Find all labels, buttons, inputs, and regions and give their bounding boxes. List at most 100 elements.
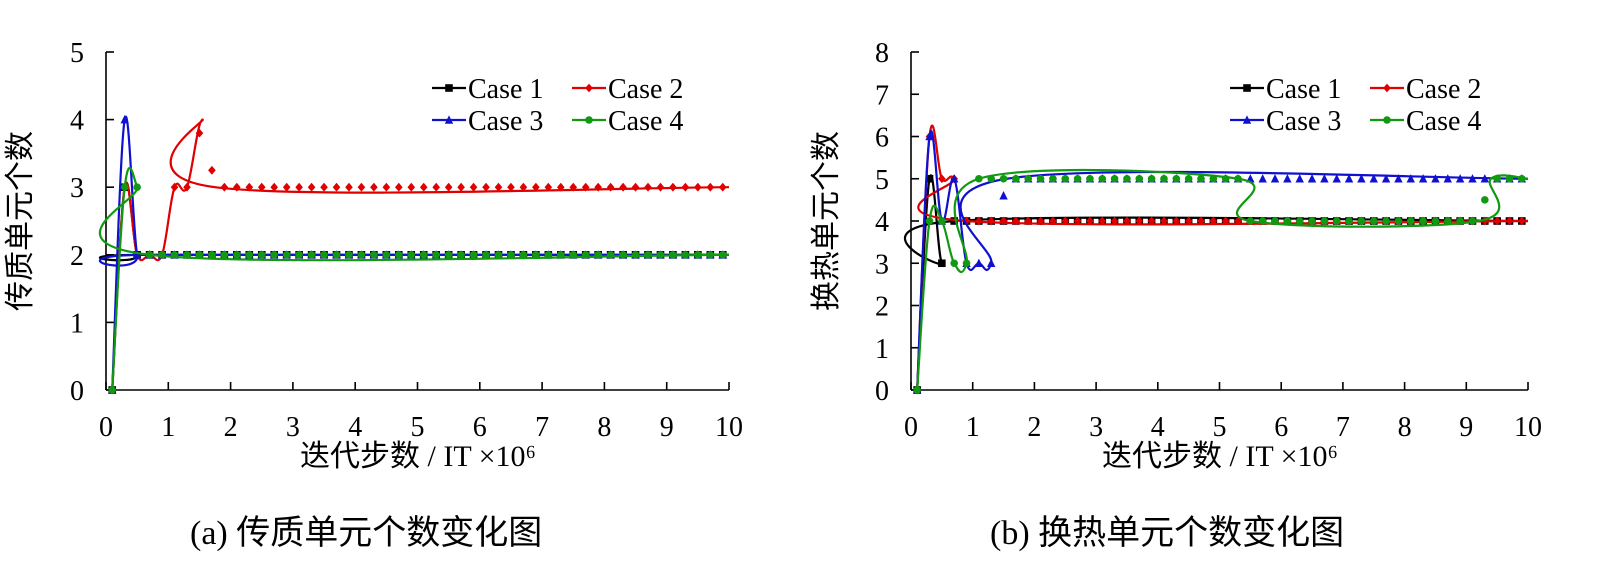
y-tick-label: 8	[875, 38, 889, 69]
x-tick-label: 7	[1336, 412, 1350, 443]
data-point	[544, 251, 553, 259]
data-point	[544, 182, 553, 192]
data-point	[257, 251, 266, 259]
y-tick-label: 6	[875, 123, 889, 154]
data-point	[1049, 216, 1057, 226]
data-point	[1419, 217, 1427, 225]
data-point	[1036, 174, 1045, 183]
legend-swatch-marker	[1383, 83, 1391, 93]
x-tick-label: 3	[286, 412, 300, 443]
data-point	[382, 251, 391, 259]
data-point	[644, 182, 652, 192]
data-point	[233, 251, 241, 259]
data-point	[532, 182, 540, 192]
data-point	[1258, 217, 1267, 225]
x-tick-label: 8	[1398, 412, 1412, 443]
data-point	[1505, 174, 1514, 183]
data-point	[507, 251, 515, 259]
data-point	[619, 251, 627, 259]
y-tick-label: 0	[875, 376, 889, 407]
data-point	[1110, 174, 1119, 183]
legend-label: Case 4	[608, 106, 683, 137]
legend-item: Case 2	[1370, 74, 1481, 105]
data-point	[999, 191, 1008, 200]
data-point	[950, 217, 958, 225]
data-point	[295, 251, 303, 259]
data-point	[1197, 174, 1205, 183]
data-point	[681, 251, 690, 259]
data-point	[1295, 217, 1304, 225]
x-axis-title: 迭代步数 / IT ×10⁶	[300, 440, 536, 473]
data-point	[1160, 174, 1168, 183]
data-point	[1320, 217, 1329, 225]
data-point	[1345, 217, 1353, 225]
x-tick-label: 1	[966, 412, 980, 443]
data-point	[120, 183, 129, 191]
legend-label: Case 2	[1406, 74, 1481, 105]
data-point	[1418, 174, 1428, 183]
data-point	[962, 259, 971, 268]
data-point	[1307, 174, 1317, 183]
data-point	[1098, 174, 1107, 183]
data-point	[631, 182, 640, 192]
x-tick-label: 0	[904, 412, 918, 443]
data-point	[419, 182, 428, 192]
data-point	[594, 251, 602, 259]
chart-a: 0 1 2 3 4 5 0 1 2 3 4 5 6 7 8 9 10 迭代步数 / IT ×10⁶ 传质单元个数 Ca…	[4, 38, 743, 473]
data-point	[519, 182, 528, 192]
data-point	[1234, 174, 1242, 183]
data-point	[556, 251, 565, 259]
data-point	[444, 182, 453, 192]
data-point	[1098, 216, 1107, 226]
data-point	[1172, 216, 1181, 226]
legend-item: Case 4	[1370, 106, 1481, 137]
data-point	[332, 251, 341, 259]
data-point	[195, 128, 204, 138]
y-tick-label: 5	[70, 38, 84, 69]
data-point	[706, 251, 715, 259]
series-line	[916, 168, 1529, 391]
data-point	[1012, 174, 1020, 183]
data-point	[494, 251, 503, 259]
data-point	[1518, 174, 1526, 183]
data-point	[1270, 174, 1280, 183]
data-point	[220, 182, 229, 192]
data-point	[1258, 174, 1267, 183]
legend-swatch-marker	[1243, 84, 1251, 92]
data-point	[962, 216, 971, 226]
data-point	[419, 251, 428, 259]
data-point	[1061, 216, 1070, 226]
data-point	[519, 251, 528, 259]
data-point	[1197, 216, 1205, 226]
x-tick-label: 2	[1027, 412, 1041, 443]
series-case-4	[98, 167, 730, 394]
data-point	[631, 251, 640, 259]
data-point	[681, 182, 690, 192]
data-point	[1209, 216, 1218, 226]
y-tick-label: 3	[70, 173, 84, 204]
data-point	[987, 216, 996, 226]
data-point	[938, 259, 946, 268]
data-point	[1123, 174, 1131, 183]
data-point	[257, 182, 266, 192]
legend-item: Case 1	[1230, 74, 1341, 105]
series-case-1	[98, 181, 730, 394]
data-point	[1271, 217, 1279, 225]
x-tick-label: 0	[99, 412, 113, 443]
data-point	[556, 182, 565, 192]
x-tick-label: 4	[1151, 412, 1165, 443]
data-point	[208, 165, 216, 175]
data-point	[170, 251, 179, 259]
x-tick-label: 9	[1459, 412, 1473, 443]
legend-item: Case 3	[432, 106, 543, 137]
x-tick-label: 5	[1213, 412, 1227, 443]
legend-swatch-marker	[1383, 116, 1391, 124]
data-point	[183, 251, 191, 259]
y-tick-label: 5	[875, 165, 889, 196]
data-point	[925, 131, 934, 141]
data-point	[233, 182, 241, 192]
data-point	[1468, 217, 1477, 225]
data-point	[270, 251, 279, 259]
data-point	[108, 386, 117, 394]
data-point	[1518, 216, 1526, 226]
